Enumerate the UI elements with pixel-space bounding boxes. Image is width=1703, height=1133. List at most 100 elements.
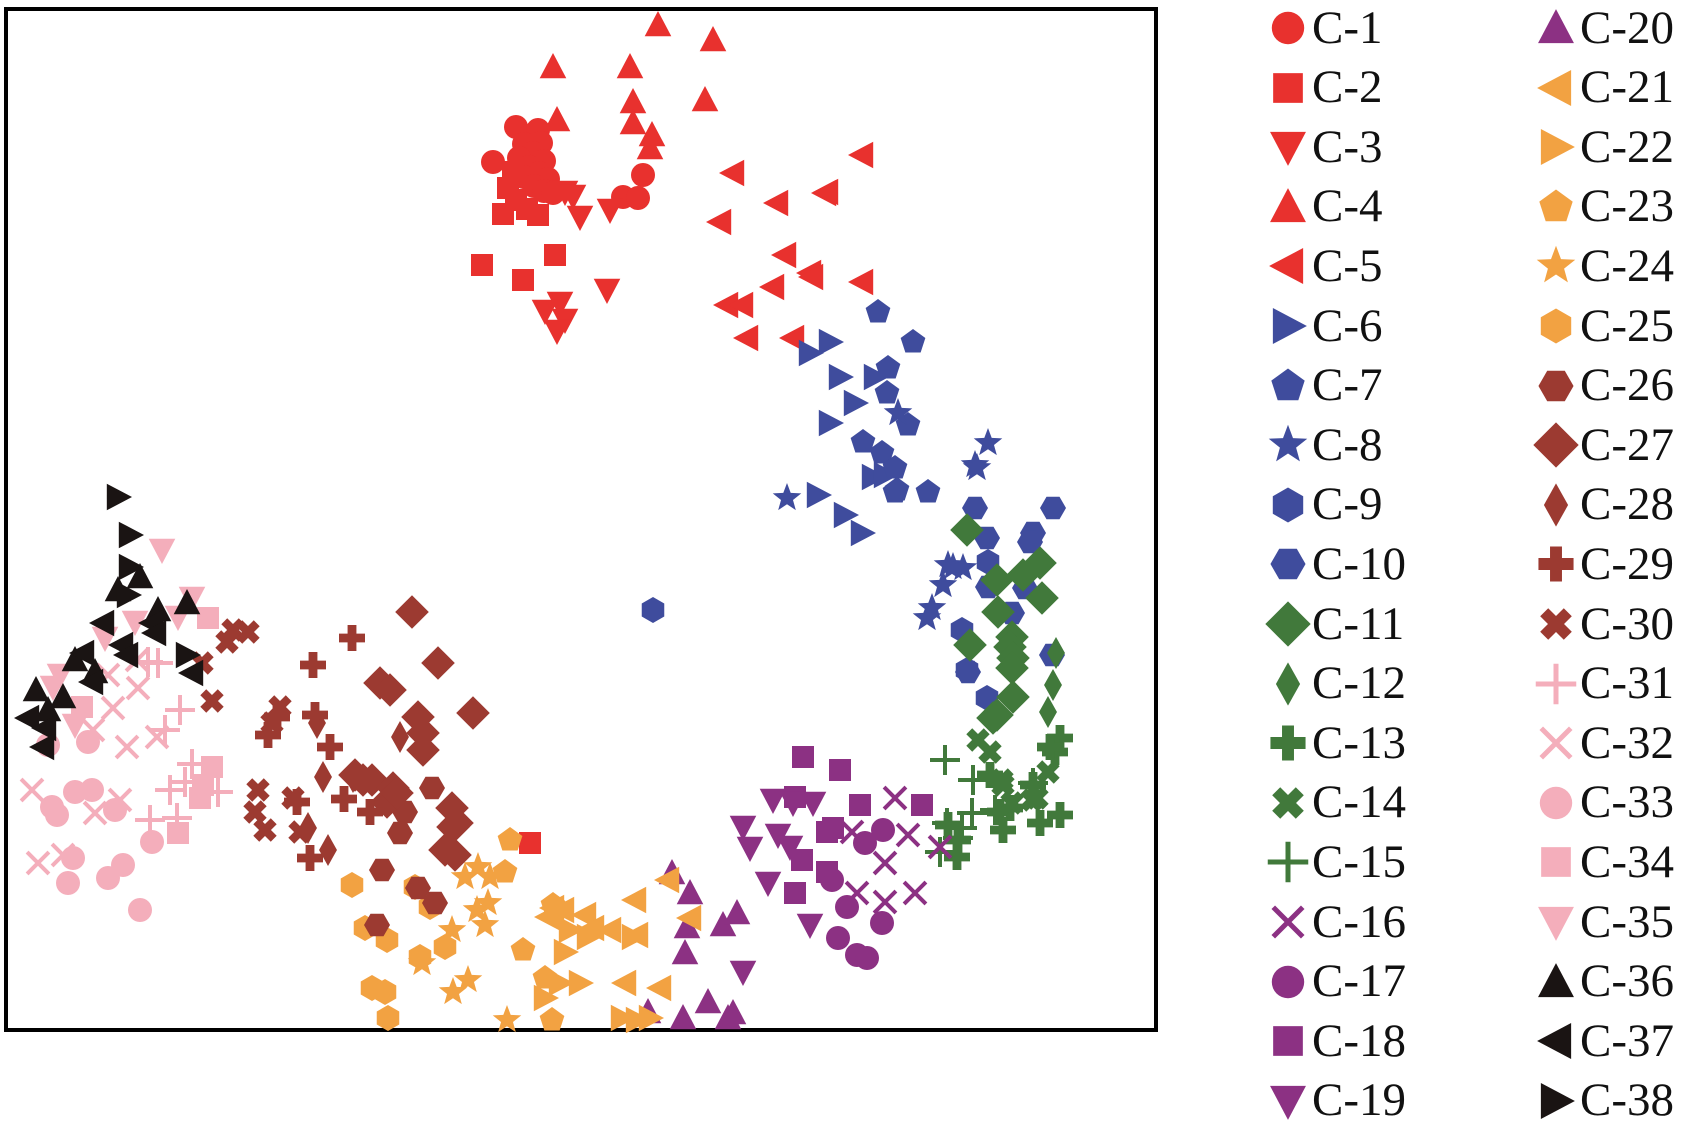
series-c-4 bbox=[539, 11, 727, 160]
data-point bbox=[621, 886, 647, 914]
data-point bbox=[106, 483, 132, 511]
data-point bbox=[576, 923, 602, 951]
data-point bbox=[1006, 558, 1040, 592]
data-point bbox=[626, 186, 650, 210]
data-point bbox=[118, 553, 144, 581]
data-point bbox=[340, 872, 364, 898]
data-point bbox=[197, 607, 219, 629]
series-c-26 bbox=[364, 776, 448, 937]
data-point bbox=[481, 150, 505, 174]
data-point bbox=[317, 734, 343, 760]
data-point bbox=[144, 724, 170, 750]
data-point bbox=[128, 898, 152, 922]
series-c-15 bbox=[925, 745, 1048, 867]
data-point bbox=[558, 916, 584, 944]
data-point bbox=[900, 329, 926, 353]
data-point bbox=[376, 1005, 400, 1031]
data-point bbox=[544, 244, 566, 266]
data-point bbox=[527, 204, 549, 226]
data-point bbox=[559, 184, 587, 210]
data-point bbox=[140, 830, 164, 854]
data-point bbox=[977, 762, 1003, 788]
data-point bbox=[676, 904, 702, 932]
data-point bbox=[958, 765, 988, 795]
data-point bbox=[539, 53, 567, 79]
data-point bbox=[178, 659, 204, 687]
data-point bbox=[829, 759, 851, 781]
data-point bbox=[991, 773, 1015, 797]
data-point bbox=[796, 913, 824, 939]
data-point bbox=[31, 714, 57, 742]
data-point bbox=[848, 141, 874, 169]
data-point bbox=[125, 675, 151, 701]
data-point bbox=[1039, 696, 1057, 728]
data-point bbox=[776, 835, 804, 861]
data-point bbox=[872, 889, 898, 915]
data-point bbox=[302, 702, 328, 728]
data-point bbox=[45, 803, 69, 827]
data-point bbox=[835, 895, 859, 919]
data-point bbox=[571, 901, 597, 929]
data-point bbox=[246, 778, 270, 802]
data-point bbox=[268, 695, 292, 719]
data-point bbox=[29, 733, 55, 761]
data-point bbox=[71, 696, 93, 718]
data-point bbox=[475, 862, 505, 890]
data-point bbox=[798, 339, 824, 367]
data-point bbox=[1027, 810, 1053, 836]
data-point bbox=[619, 109, 647, 135]
data-point bbox=[492, 859, 518, 883]
plot-border bbox=[4, 7, 1158, 1032]
data-point bbox=[89, 609, 115, 637]
data-point bbox=[636, 134, 664, 160]
data-point bbox=[759, 273, 785, 301]
data-point bbox=[728, 291, 754, 319]
data-point bbox=[433, 934, 457, 960]
data-point bbox=[34, 696, 62, 722]
data-point bbox=[56, 871, 80, 895]
data-point bbox=[669, 1004, 697, 1030]
data-point bbox=[944, 844, 970, 870]
data-point bbox=[863, 363, 889, 391]
data-point bbox=[818, 328, 844, 356]
data-point bbox=[463, 852, 493, 880]
series-c-16 bbox=[839, 785, 953, 915]
data-point bbox=[699, 26, 727, 52]
data-point bbox=[706, 208, 732, 236]
series-c-38 bbox=[106, 483, 201, 669]
data-point bbox=[736, 836, 764, 862]
data-point bbox=[61, 713, 89, 739]
data-point bbox=[165, 695, 195, 725]
data-point bbox=[1040, 496, 1066, 520]
data-point bbox=[990, 817, 1016, 843]
data-point bbox=[543, 106, 571, 132]
data-point bbox=[314, 761, 332, 793]
data-point bbox=[471, 254, 493, 276]
data-point bbox=[882, 785, 908, 811]
series-c-34 bbox=[71, 607, 223, 844]
data-point bbox=[135, 805, 165, 835]
data-point bbox=[779, 791, 807, 817]
data-point bbox=[791, 849, 813, 871]
data-point bbox=[729, 815, 757, 841]
data-point bbox=[492, 1005, 522, 1033]
data-point bbox=[671, 939, 699, 965]
data-point bbox=[121, 610, 149, 636]
data-point bbox=[531, 299, 559, 325]
data-point bbox=[76, 730, 100, 754]
data-point bbox=[611, 969, 637, 997]
data-point bbox=[215, 630, 239, 654]
series-c-9 bbox=[641, 549, 1000, 711]
data-point bbox=[798, 263, 824, 291]
data-point bbox=[1037, 734, 1063, 760]
data-point bbox=[874, 380, 900, 404]
data-point bbox=[962, 453, 992, 481]
data-point bbox=[754, 871, 782, 897]
data-point bbox=[875, 355, 901, 379]
data-point bbox=[638, 121, 666, 147]
data-point bbox=[676, 879, 704, 905]
data-point bbox=[723, 899, 751, 925]
data-point bbox=[39, 675, 67, 701]
data-point bbox=[364, 913, 390, 937]
